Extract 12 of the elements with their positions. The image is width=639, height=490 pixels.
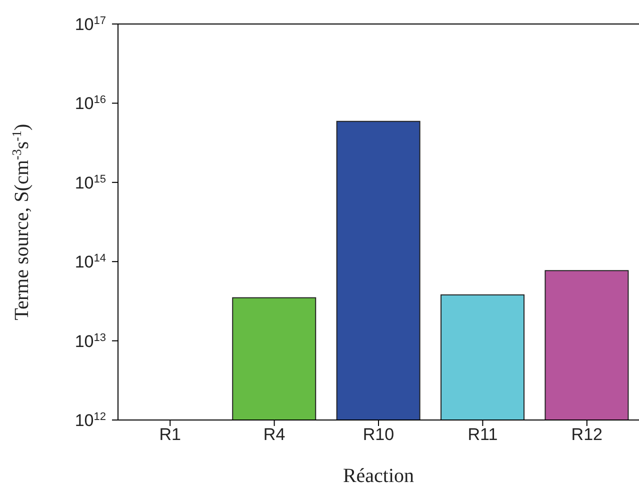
x-tick-label: R10	[362, 425, 394, 444]
x-tick-label: R11	[468, 425, 498, 444]
x-tick-label: R1	[159, 425, 181, 444]
x-axis-title: Réaction	[342, 465, 414, 487]
y-tick-label: 10$^{13}$	[74, 332, 106, 351]
y-tick-label: 10$^{17}$	[74, 15, 106, 34]
x-tick-label: R4	[263, 425, 286, 444]
y-tick-label: 10$^{15}$	[74, 173, 106, 192]
y-tick-label: 10$^{14}$	[74, 252, 106, 272]
y-tick-label: 10$^{12}$	[74, 411, 106, 430]
y-tick-label: 10$^{16}$	[74, 94, 106, 114]
x-tick-label: R12	[571, 425, 602, 444]
